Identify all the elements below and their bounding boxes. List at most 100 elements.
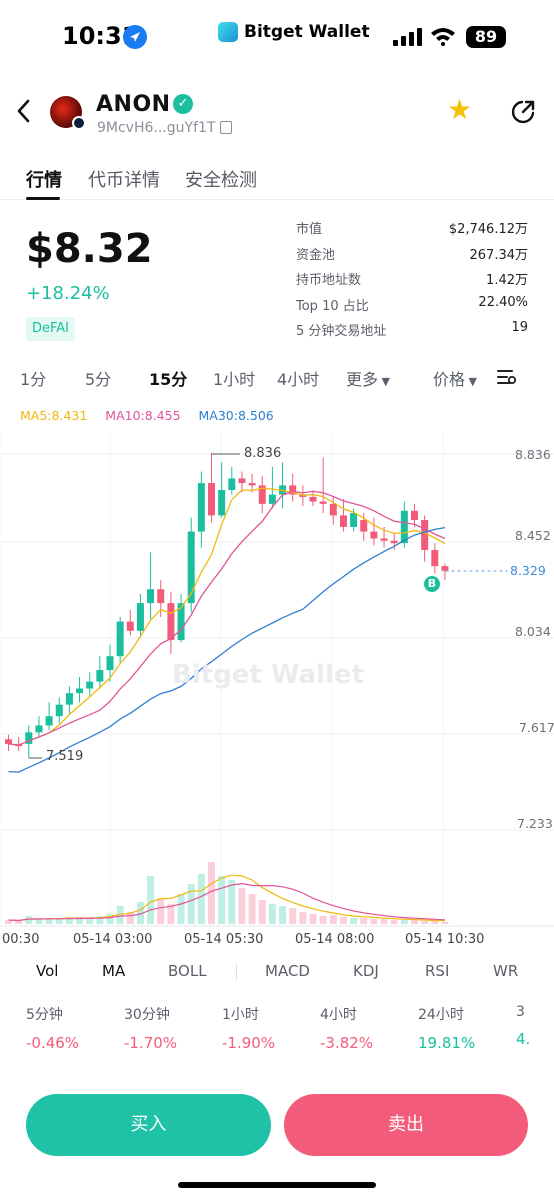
caret-down-icon: ▼	[378, 375, 390, 388]
volume-bar	[411, 920, 418, 924]
battery-indicator: 89	[466, 26, 506, 48]
buy-marker[interactable]: B	[424, 576, 440, 592]
volume-ma5-line	[8, 874, 445, 922]
stat-liquidity: 资金池 267.34万	[296, 242, 528, 268]
cellular-signal-icon	[393, 28, 422, 46]
candle-body	[339, 515, 347, 527]
period-value: -3.82%	[320, 1034, 374, 1052]
back-icon[interactable]	[12, 96, 36, 126]
sell-button[interactable]: 卖出	[284, 1094, 528, 1156]
ma-legend: MA5:8.431 MA10:8.455 MA30:8.506	[20, 408, 288, 423]
star-icon[interactable]: ★	[447, 93, 473, 126]
candle-body	[177, 603, 185, 641]
interval-1h[interactable]: 1小时	[213, 370, 256, 389]
volume-bar	[96, 916, 104, 924]
stat-5min-traders: 5 分钟交易地址 19	[296, 318, 528, 344]
candle-body	[157, 589, 165, 604]
period-value: -1.70%	[124, 1034, 178, 1052]
candle-body	[218, 490, 226, 516]
interval-15m[interactable]: 15分	[149, 370, 188, 389]
volume-bar	[238, 888, 246, 924]
copy-icon[interactable]	[220, 121, 232, 134]
candle-body	[96, 670, 104, 682]
candle-body	[421, 520, 429, 551]
verified-icon: ✓	[173, 94, 193, 114]
share-icon[interactable]	[509, 98, 537, 126]
indicator-ma[interactable]: MA	[102, 962, 126, 980]
stat-value: 1.42万	[486, 273, 528, 288]
stat-value: 267.34万	[469, 247, 529, 263]
interval-more-label: 更多	[346, 370, 379, 389]
candle-body	[35, 725, 43, 733]
category-tag[interactable]: DeFAI	[26, 317, 76, 341]
candle-body	[319, 501, 327, 504]
volume-bar	[360, 918, 368, 924]
indicator-macd[interactable]: MACD	[265, 962, 310, 980]
volume-bar	[65, 918, 73, 924]
candle-body	[228, 478, 236, 491]
interval-4h[interactable]: 4小时	[277, 370, 320, 389]
y-tick: 8.836	[515, 447, 551, 462]
chart-canvas	[0, 432, 554, 927]
volume-bar	[86, 918, 94, 924]
price-type-label: 价格	[433, 370, 466, 389]
price-chart[interactable]: Bitget Wallet 8.836 8.452 8.329 8.034 7.…	[0, 432, 554, 952]
volume-bar	[309, 914, 317, 924]
caret-down-icon: ▼	[465, 375, 477, 388]
x-tick: 05-14 08:00	[295, 932, 375, 947]
period-changes: 5分钟 -0.46% 30分钟 -1.70% 1小时 -1.90% 4小时 -3…	[0, 1004, 554, 1052]
tab-market[interactable]: 行情	[26, 170, 62, 191]
indicator-boll[interactable]: BOLL	[168, 962, 207, 980]
period-label: 4小时	[320, 1007, 357, 1023]
tab-security-check[interactable]: 安全检测	[185, 170, 257, 191]
tab-token-details[interactable]: 代币详情	[88, 170, 160, 191]
stat-label: 持币地址数	[296, 273, 362, 288]
volume-bar	[177, 894, 185, 924]
candle-body	[187, 531, 195, 604]
buy-button[interactable]: 买入	[26, 1094, 271, 1156]
indicator-vol[interactable]: Vol	[36, 962, 59, 980]
volume-bar	[390, 920, 398, 924]
volume-bar	[400, 920, 408, 924]
ma10-line	[8, 490, 446, 746]
volume-bar	[208, 862, 215, 924]
stat-label: 5 分钟交易地址	[296, 324, 387, 339]
volume-bar	[106, 914, 114, 924]
candle-body	[65, 693, 73, 705]
volume-bar	[431, 921, 439, 924]
indicator-rsi[interactable]: RSI	[425, 962, 450, 980]
volume-bar	[289, 908, 297, 924]
interval-5m[interactable]: 5分	[85, 370, 112, 389]
indicator-kdj[interactable]: KDJ	[353, 962, 379, 980]
interval-more[interactable]: 更多 ▼	[346, 366, 390, 390]
status-app-indicator[interactable]: Bitget Wallet	[218, 20, 370, 44]
candle-body	[268, 494, 276, 504]
candle-body	[411, 510, 418, 521]
x-tick: 05-14 05:30	[184, 932, 264, 947]
period-5m: 5分钟 -0.46%	[26, 1004, 79, 1052]
status-bar: 10:31 Bitget Wallet 89	[0, 0, 554, 72]
candle-body	[126, 621, 134, 631]
volume-bar	[248, 894, 256, 924]
status-app-name: Bitget Wallet	[244, 22, 370, 42]
indicator-divider	[236, 964, 237, 980]
candle-body	[289, 485, 297, 495]
y-tick: 8.034	[515, 624, 551, 639]
interval-1m[interactable]: 1分	[20, 370, 47, 389]
candle-body	[299, 494, 307, 497]
ma5-value: MA5:8.431	[20, 408, 88, 423]
volume-bar	[15, 921, 23, 924]
candle-body	[360, 520, 368, 532]
y-tick: 8.452	[515, 528, 551, 543]
volume-bar	[421, 921, 429, 924]
candle-body	[258, 485, 266, 504]
price-type-select[interactable]: 价格 ▼	[433, 366, 477, 390]
chart-settings-icon[interactable]	[497, 368, 517, 386]
ma30-line	[8, 526, 446, 773]
volume-bar	[25, 916, 33, 924]
stat-top10: Top 10 占比 22.40%	[296, 293, 528, 319]
candle-body	[55, 704, 63, 717]
indicator-wr[interactable]: WR	[493, 962, 519, 980]
volume-bar	[228, 880, 236, 924]
volume-bar	[279, 906, 287, 924]
